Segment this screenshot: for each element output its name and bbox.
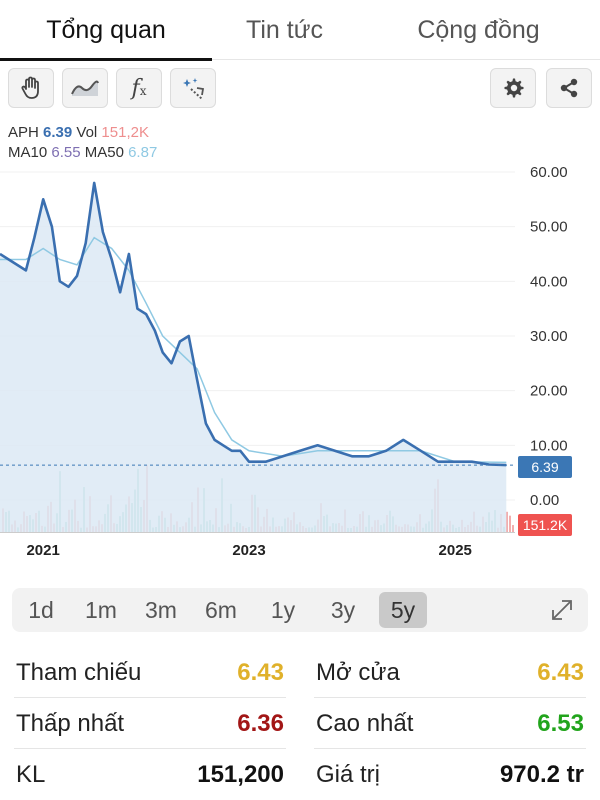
reference-value: 6.43 bbox=[237, 659, 284, 686]
open-label: Mở cửa bbox=[316, 659, 400, 686]
gear-icon bbox=[501, 76, 525, 100]
ma-legend: MA10 6.55 MA50 6.87 bbox=[8, 144, 157, 161]
legend-ma50-label: MA50 bbox=[84, 144, 124, 161]
price-chart[interactable]: 60.00 50.00 40.00 30.00 20.00 10.00 0.00 2021 20… bbox=[0, 160, 600, 570]
share-icon bbox=[558, 77, 580, 99]
tab-overview[interactable]: Tổng quan bbox=[0, 0, 212, 61]
stats-divider bbox=[314, 748, 586, 749]
high-value: 6.53 bbox=[537, 710, 584, 737]
y-tick-label: 10.00 bbox=[530, 437, 568, 454]
expand-icon bbox=[548, 600, 576, 628]
y-tick-label: 0.00 bbox=[530, 492, 559, 509]
function-fx-icon: fx bbox=[131, 75, 147, 101]
y-tick-label: 50.00 bbox=[530, 219, 568, 236]
x-tick-label: 2021 bbox=[26, 542, 59, 559]
reference-label: Tham chiếu bbox=[16, 659, 142, 686]
volume-bar bbox=[509, 515, 511, 532]
area-chart-icon bbox=[70, 77, 100, 99]
price-chart-svg: 60.00 50.00 40.00 30.00 20.00 10.00 0.00 2021 20… bbox=[0, 164, 568, 559]
legend-ma10-label: MA10 bbox=[8, 144, 48, 161]
ma50-line bbox=[0, 236, 507, 464]
magic-wand-icon bbox=[179, 75, 207, 101]
volume-label: KL bbox=[16, 761, 46, 788]
x-tick-label: 2025 bbox=[439, 542, 472, 559]
stats-row-low-high: Thấp nhất 6.36 Cao nhất 6.53 bbox=[0, 699, 600, 749]
period-1y[interactable]: 1y bbox=[270, 596, 296, 623]
y-tick-label: 60.00 bbox=[530, 164, 568, 181]
low-label: Thấp nhất bbox=[16, 710, 125, 737]
share-button[interactable] bbox=[546, 68, 592, 108]
stats-divider bbox=[314, 697, 586, 698]
current-price-tag: 6.39 bbox=[518, 456, 572, 478]
high-label: Cao nhất bbox=[316, 710, 414, 737]
value-value: 970.2 tr bbox=[499, 761, 584, 788]
legend-symbol: APH bbox=[8, 124, 39, 141]
legend-price: 6.39 bbox=[43, 124, 73, 141]
x-tick-label: 2023 bbox=[232, 542, 265, 559]
price-legend: APH 6.39 Vol 151,2K bbox=[8, 124, 149, 141]
legend-ma10-value: 6.55 bbox=[51, 144, 81, 161]
low-value: 6.36 bbox=[237, 710, 284, 737]
stats-row-volume: KL 151,200 Giá trị 970.2 tr bbox=[0, 750, 600, 800]
y-tick-label: 30.00 bbox=[530, 328, 568, 345]
period-5y[interactable]: 5y bbox=[379, 592, 427, 628]
hand-tool-button[interactable] bbox=[8, 68, 54, 108]
legend-ma50-value: 6.87 bbox=[128, 144, 158, 161]
period-6m[interactable]: 6m bbox=[205, 596, 237, 623]
stats-row-reference: Tham chiếu 6.43 Mở cửa 6.43 bbox=[0, 648, 600, 698]
fullscreen-button[interactable] bbox=[548, 596, 576, 624]
settings-button[interactable] bbox=[490, 68, 536, 108]
chart-toolbar: fx bbox=[0, 68, 600, 112]
period-3m[interactable]: 3m bbox=[145, 596, 177, 623]
volume-bar bbox=[512, 525, 514, 532]
stats-divider bbox=[14, 697, 286, 698]
open-value: 6.43 bbox=[537, 659, 584, 686]
period-1d[interactable]: 1d bbox=[28, 596, 54, 623]
value-label: Giá trị bbox=[316, 761, 381, 788]
legend-vol-label: Vol bbox=[76, 124, 98, 141]
price-area bbox=[0, 182, 507, 532]
hand-icon bbox=[18, 75, 44, 101]
period-3y[interactable]: 3y bbox=[330, 596, 356, 623]
y-tick-label: 20.00 bbox=[530, 383, 568, 400]
y-tick-label: 40.00 bbox=[530, 273, 568, 290]
volume-bar bbox=[506, 511, 508, 532]
chart-type-button[interactable] bbox=[62, 68, 108, 108]
drawing-tools-button[interactable] bbox=[170, 68, 216, 108]
tab-community[interactable]: Cộng đồng bbox=[417, 15, 540, 44]
tab-news[interactable]: Tin tức bbox=[246, 15, 323, 44]
period-1m[interactable]: 1m bbox=[85, 596, 117, 623]
period-selector: 1d 1m 3m 6m 1y 3y 5y bbox=[12, 588, 588, 632]
legend-vol-value: 151,2K bbox=[101, 124, 149, 141]
indicators-button[interactable]: fx bbox=[116, 68, 162, 108]
top-tabs: Tổng quan Tin tức Cộng đồng bbox=[0, 0, 600, 61]
stats-divider bbox=[14, 748, 286, 749]
volume-value: 151,200 bbox=[197, 761, 284, 788]
current-volume-tag: 151.2K bbox=[518, 514, 572, 536]
